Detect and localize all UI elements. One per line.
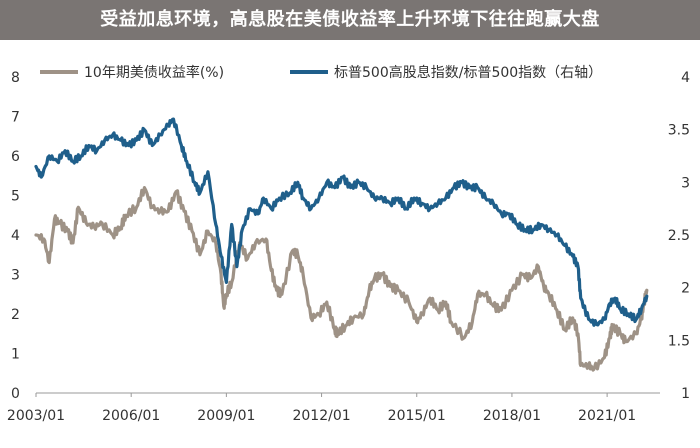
left-tick-label: 6	[11, 149, 20, 165]
x-tick-label: 2021/01	[578, 408, 636, 424]
x-tick-label: 2009/01	[197, 408, 255, 424]
right-tick-label: 1.5	[668, 333, 690, 349]
title-banner: 受益加息环境，高息股在美债收益率上升环境下往往跑赢大盘	[0, 0, 700, 40]
series-line-dividend-ratio	[34, 117, 649, 327]
right-axis-ticks: 1 1.5 2 2.5 3 3.5 4	[668, 70, 690, 402]
legend: 10年期美债收益率(%) 标普500高股息指数/标普500指数（右轴）	[40, 64, 602, 81]
left-tick-label: 3	[11, 268, 20, 284]
series-layer	[34, 117, 649, 372]
chart-title: 受益加息环境，高息股在美债收益率上升环境下往往跑赢大盘	[100, 9, 600, 30]
left-tick-label: 1	[11, 347, 20, 363]
left-tick-label: 4	[11, 228, 20, 244]
left-axis-ticks: 0 1 2 3 4 5 6 7 8	[11, 70, 20, 402]
x-tick-label: 2003/01	[7, 408, 65, 424]
right-tick-label: 1	[681, 386, 690, 402]
right-tick-label: 2	[681, 281, 690, 297]
x-tick-label: 2018/01	[483, 408, 541, 424]
right-tick-label: 3.5	[668, 123, 690, 139]
series-line-treasury-yield	[34, 186, 649, 372]
x-axis-ticks: 2003/01 2006/01 2009/01 2012/01 2015/01 2018/…	[7, 393, 636, 424]
x-tick-label: 2015/01	[388, 408, 446, 424]
left-tick-label: 0	[11, 386, 20, 402]
x-tick-label: 2012/01	[292, 408, 350, 424]
left-tick-label: 7	[11, 110, 20, 126]
left-tick-label: 5	[11, 189, 20, 205]
right-tick-label: 4	[681, 70, 690, 86]
left-tick-label: 2	[11, 307, 20, 323]
left-tick-label: 8	[11, 70, 20, 86]
x-tick-label: 2006/01	[102, 408, 160, 424]
legend-label-treasury: 10年期美债收益率(%)	[84, 64, 224, 81]
legend-label-ratio: 标普500高股息指数/标普500指数（右轴）	[334, 64, 602, 81]
right-tick-label: 2.5	[668, 228, 690, 244]
right-tick-label: 3	[681, 175, 690, 191]
